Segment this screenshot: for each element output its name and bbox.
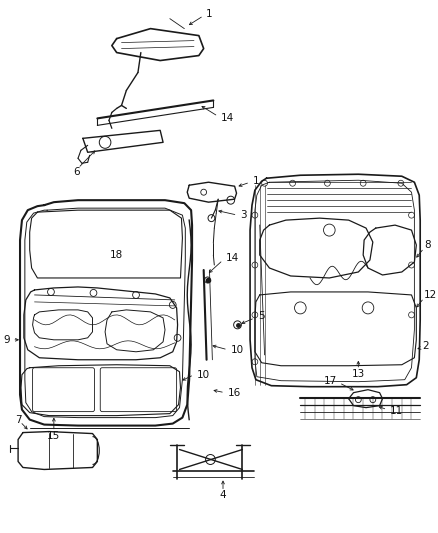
Text: 17: 17 bbox=[324, 376, 337, 386]
Text: 15: 15 bbox=[47, 431, 60, 441]
Text: 11: 11 bbox=[390, 406, 403, 416]
Text: 1: 1 bbox=[205, 9, 212, 19]
Text: 5: 5 bbox=[258, 311, 265, 321]
Text: 13: 13 bbox=[352, 369, 365, 379]
Text: 4: 4 bbox=[220, 490, 226, 500]
Text: 7: 7 bbox=[15, 415, 21, 425]
Text: 6: 6 bbox=[73, 167, 79, 177]
Text: 16: 16 bbox=[228, 387, 241, 398]
Text: 14: 14 bbox=[221, 114, 234, 123]
Text: 12: 12 bbox=[424, 290, 437, 300]
Text: 8: 8 bbox=[424, 240, 431, 250]
Text: 14: 14 bbox=[226, 253, 239, 263]
Text: 9: 9 bbox=[4, 335, 11, 345]
Text: 10: 10 bbox=[231, 345, 244, 355]
Text: 3: 3 bbox=[240, 210, 247, 220]
Text: 10: 10 bbox=[197, 370, 210, 379]
Text: 18: 18 bbox=[110, 250, 124, 260]
Text: 1: 1 bbox=[253, 176, 260, 186]
Text: 2: 2 bbox=[422, 341, 429, 351]
